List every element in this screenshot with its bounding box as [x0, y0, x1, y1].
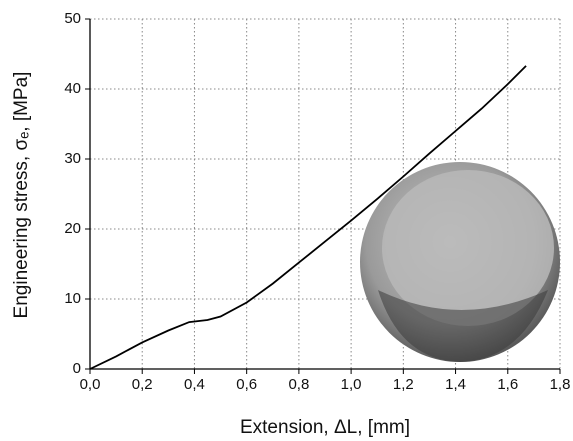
x-tick-label: 1,8: [550, 376, 571, 393]
x-tick-label: 0,6: [236, 376, 257, 393]
x-tick-label: 0,2: [132, 376, 153, 393]
data-line: [89, 65, 527, 370]
x-tick-label: 0,4: [184, 376, 205, 393]
specimen-image: [360, 162, 560, 362]
x-tick-label: 1,6: [497, 376, 518, 393]
x-tick-label: 1,0: [341, 376, 362, 393]
y-tick-label: 40: [64, 80, 81, 97]
x-tick-label: 0,0: [80, 376, 101, 393]
x-tick-label: 1,4: [445, 376, 466, 393]
y-tick-label: 20: [64, 220, 81, 237]
x-tick-label: 1,2: [393, 376, 414, 393]
y-tick-label: 0: [73, 360, 81, 377]
y-axis-title: Engineering stress, σₑ, [MPa]: [11, 72, 32, 319]
x-axis-title: Extension, ΔL, [mm]: [240, 417, 410, 438]
y-tick-label: 30: [64, 150, 81, 167]
y-tick-label: 50: [64, 10, 81, 27]
x-tick-label: 0,8: [288, 376, 309, 393]
y-tick-label: 10: [64, 290, 81, 307]
